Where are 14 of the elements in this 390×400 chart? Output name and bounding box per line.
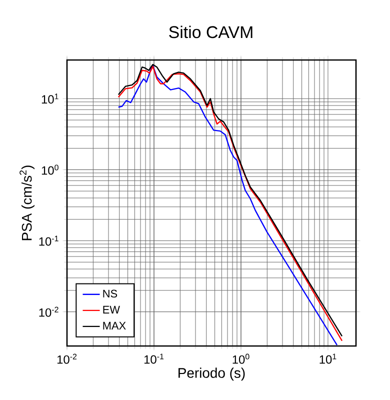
legend-label: MAX [103,322,126,330]
y-tick-label: 10$^{-1}$ [39,236,58,246]
x-tick-label: 10$^{-1}$ [144,354,164,364]
x-tick-label: 10$^{-2}$ [57,354,77,364]
x-tick-label: 10$^{0}$ [232,354,250,364]
x-axis-title: Periodo (s) [178,368,245,381]
legend-label: EW [103,306,120,314]
y-tick-label: 10$^{1}$ [42,94,58,104]
chart-title: Sitio CAVM [169,26,252,38]
x-tick-label: 10$^{1}$ [320,354,336,364]
y-tick-label: 10$^{-2}$ [39,306,58,317]
y-tick-label: 10$^{0}$ [42,164,58,175]
legend-label: NS [103,290,118,298]
y-axis-title: PSA (cm/s$^{2}$) [20,166,34,240]
